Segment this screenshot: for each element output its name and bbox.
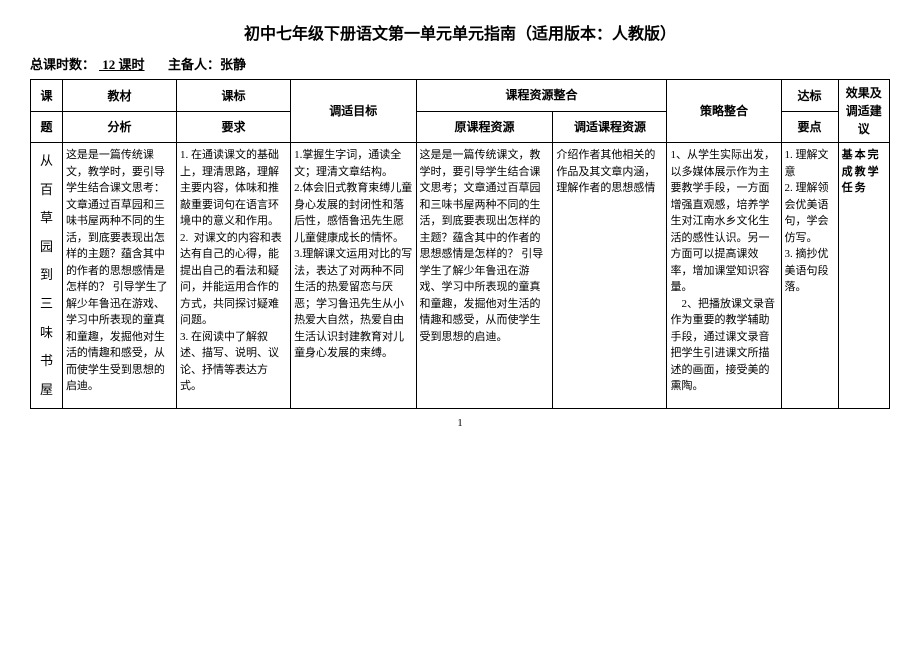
page-number: 1	[30, 417, 890, 429]
header-analysis-top: 教材	[63, 81, 176, 112]
doc-title: 初中七年级下册语文第一单元单元指南（适用版本：人教版）	[30, 20, 890, 44]
header-resource-group: 课程资源整合	[416, 80, 667, 112]
header-effect: 效果及调适建议	[838, 80, 889, 143]
header-analysis-bottom: 分析	[63, 112, 176, 142]
header-analysis: 教材 分析	[62, 80, 176, 143]
guide-table: 课 题 教材 分析 课标 要求 调适目标 课程资源整合 策略整合 达标 要点 效…	[30, 79, 890, 409]
cell-standard: 1. 在通读课文的基础上，理清思路，理解主要内容，体味和推敲重要词句在语言环境中…	[177, 143, 291, 409]
header-points-bottom: 要点	[782, 112, 838, 142]
header-points: 达标 要点	[781, 80, 838, 143]
cell-orig-resource: 这是是一篇传统课文，教学时，要引导学生结合课文思考；文章通过百草园和三味书屋两种…	[416, 143, 553, 409]
header-strategy: 策略整合	[667, 80, 781, 143]
header-adapt-resource: 调适课程资源	[553, 111, 667, 143]
table-row: 从百草园到三味书屋 这是是一篇传统课文，教学时，要引导学生结合课文思考：文章通过…	[31, 143, 890, 409]
header-topic: 课 题	[31, 80, 63, 143]
author-label: 主备人：	[168, 57, 220, 72]
cell-strategy: 1、从学生实际出发，以多媒体展示作为主要教学手段，一方面增强直观感，培养学生对江…	[667, 143, 781, 409]
header-topic-top: 课	[31, 81, 62, 112]
header-orig-resource: 原课程资源	[416, 111, 553, 143]
header-standard-bottom: 要求	[177, 112, 290, 142]
header-goal: 调适目标	[291, 80, 416, 143]
author-value: 张静	[220, 57, 246, 72]
hours-value: 12 课时	[95, 57, 149, 72]
header-topic-bottom: 题	[31, 112, 62, 142]
cell-effect: 基本完成教学任务	[838, 143, 889, 409]
cell-adapt-resource: 介绍作者其他相关的作品及其文章内涵，理解作者的思想感情	[553, 143, 667, 409]
cell-topic: 从百草园到三味书屋	[31, 143, 63, 409]
header-standard-top: 课标	[177, 81, 290, 112]
meta-row: 总课时数： 12 课时 主备人：张静	[30, 54, 890, 73]
header-points-top: 达标	[782, 81, 838, 112]
cell-points: 1. 理解文意 2. 理解领会优美语句，学会仿写。 3. 摘抄优美语句段落。	[781, 143, 838, 409]
hours-label: 总课时数：	[30, 57, 95, 72]
header-standard: 课标 要求	[177, 80, 291, 143]
cell-analysis: 这是是一篇传统课文，教学时，要引导学生结合课文思考：文章通过百草园和三味书屋两种…	[62, 143, 176, 409]
cell-goal: 1.掌握生字词，通读全文；理清文章结构。 2.体会旧式教育束缚儿童身心发展的封闭…	[291, 143, 416, 409]
